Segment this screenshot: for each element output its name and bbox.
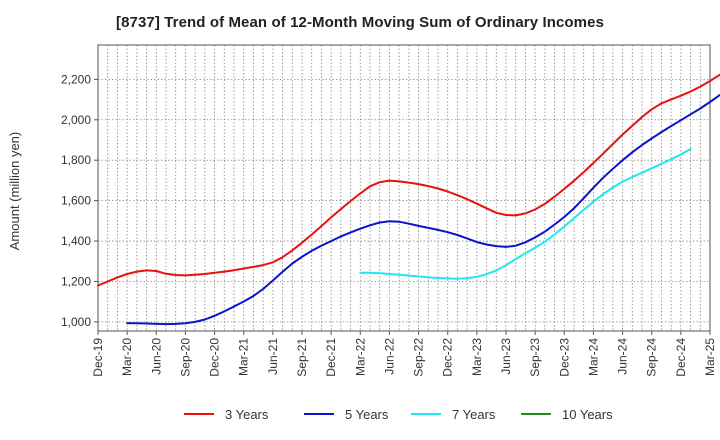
y-tick-label: 1,200 bbox=[61, 274, 91, 288]
grid bbox=[98, 45, 710, 331]
legend-item: 5 Years bbox=[304, 407, 389, 422]
y-tick-label: 2,200 bbox=[61, 72, 91, 86]
legend-label: 5 Years bbox=[345, 407, 389, 422]
chart-title: [8737] Trend of Mean of 12-Month Moving … bbox=[115, 14, 605, 31]
x-tick-label: Sep-23 bbox=[528, 338, 542, 377]
series-line-5-years bbox=[126, 94, 720, 326]
y-tick-label: 1,000 bbox=[61, 315, 91, 329]
legend-label: 7 Years bbox=[452, 407, 496, 422]
series-line-7-years bbox=[359, 147, 692, 280]
y-tick-label: 1,800 bbox=[61, 153, 91, 167]
y-axis-label: Amount (million yen) bbox=[7, 132, 22, 251]
x-tick-label: Mar-23 bbox=[470, 338, 484, 376]
legend-item: 10 Years bbox=[521, 407, 613, 422]
x-tick-label: Dec-22 bbox=[441, 338, 455, 377]
x-tick-label: Mar-21 bbox=[237, 338, 251, 376]
x-axis-ticks: Dec-19 Mar-20 Jun-20 Sep-20 Dec-20 Mar-21 Jun-… bbox=[91, 331, 717, 377]
x-tick-label: Dec-23 bbox=[557, 338, 571, 377]
legend-label: 3 Years bbox=[225, 407, 269, 422]
x-tick-label: Dec-24 bbox=[674, 338, 688, 377]
legend: 3 Years 5 Years 7 Years 10 Years bbox=[184, 407, 613, 422]
x-tick-label: Jun-21 bbox=[266, 338, 280, 375]
x-tick-label: Dec-20 bbox=[208, 338, 222, 377]
plot-frame bbox=[97, 44, 711, 332]
series-line-3-years bbox=[97, 73, 720, 287]
x-tick-label: Mar-22 bbox=[353, 338, 367, 376]
x-tick-label: Jun-23 bbox=[499, 338, 513, 375]
x-tick-label: Jun-24 bbox=[616, 338, 630, 375]
legend-item: 3 Years bbox=[184, 407, 269, 422]
x-tick-label: Jun-20 bbox=[149, 338, 163, 375]
x-tick-label: Mar-24 bbox=[586, 338, 600, 376]
series-lines bbox=[97, 73, 720, 326]
x-tick-label: Mar-25 bbox=[703, 338, 717, 376]
legend-item: 7 Years bbox=[411, 407, 496, 422]
x-tick-label: Dec-19 bbox=[91, 338, 105, 377]
x-tick-label: Jun-22 bbox=[382, 338, 396, 375]
y-tick-label: 2,000 bbox=[61, 113, 91, 127]
x-tick-label: Sep-21 bbox=[295, 338, 309, 377]
x-tick-label: Sep-22 bbox=[412, 338, 426, 377]
x-tick-label: Mar-20 bbox=[120, 338, 134, 376]
y-tick-label: 1,600 bbox=[61, 194, 91, 208]
x-tick-label: Sep-24 bbox=[645, 338, 659, 377]
x-tick-label: Dec-21 bbox=[324, 338, 338, 377]
legend-label: 10 Years bbox=[562, 407, 613, 422]
y-tick-label: 1,400 bbox=[61, 234, 91, 248]
x-tick-label: Sep-20 bbox=[178, 338, 192, 377]
y-axis-ticks: 1,000 1,200 1,400 1,600 1,800 2,000 2,200 bbox=[61, 72, 98, 329]
